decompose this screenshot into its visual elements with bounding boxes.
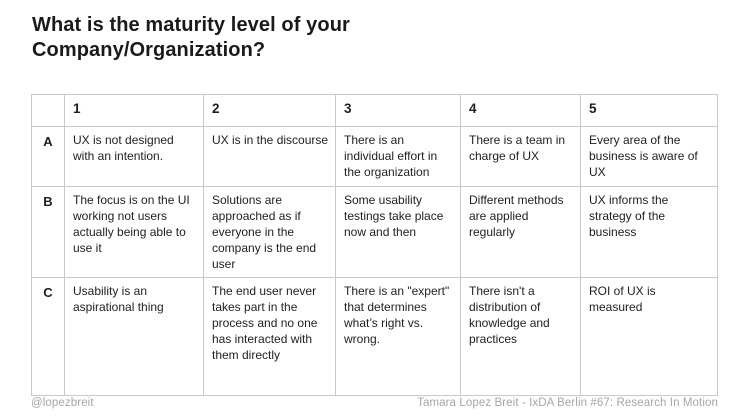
- table-row-a: A UX is not designed with an intention. …: [31, 126, 718, 187]
- table-row-c: C Usability is an aspirational thing The…: [31, 276, 718, 396]
- cell-b2: Solutions are approached as if everyone …: [203, 186, 336, 278]
- column-header-5: 5: [580, 94, 718, 127]
- footer-social-handle: @lopezbreit: [31, 397, 94, 409]
- cell-c4: There isn't a distribution of knowledge …: [460, 276, 581, 396]
- cell-a2: UX is in the discourse: [203, 126, 336, 187]
- cell-a4: There is a team in charge of UX: [460, 126, 581, 187]
- cell-a3: There is an individual effort in the org…: [335, 126, 461, 187]
- cell-c5: ROI of UX is measured: [580, 276, 718, 396]
- column-header-2: 2: [203, 94, 336, 127]
- row-label-b: B: [31, 186, 65, 278]
- slide-title-line-1: What is the maturity level of your: [32, 14, 350, 36]
- cell-a5: Every area of the business is aware of U…: [580, 126, 718, 187]
- cell-b1: The focus is on the UI working not users…: [64, 186, 204, 278]
- cell-b5: UX informs the strategy of the business: [580, 186, 718, 278]
- row-label-c: C: [31, 276, 65, 396]
- column-header-3: 3: [335, 94, 461, 127]
- column-header-4: 4: [460, 94, 581, 127]
- table-header-row: 1 2 3 4 5: [31, 94, 718, 127]
- maturity-table: 1 2 3 4 5 A UX is not designed with an i…: [31, 94, 718, 396]
- slide-title-line-2: Company/Organization?: [32, 39, 266, 61]
- column-header-1: 1: [64, 94, 204, 127]
- cell-b3: Some usability testings take place now a…: [335, 186, 461, 278]
- row-label-a: A: [31, 126, 65, 187]
- cell-c3: There is an "expert" that determines wha…: [335, 276, 461, 396]
- cell-c1: Usability is an aspirational thing: [64, 276, 204, 396]
- slide-footer: @lopezbreit Tamara Lopez Breit - IxDA Be…: [31, 397, 718, 409]
- cell-c2: The end user never takes part in the pro…: [203, 276, 336, 396]
- cell-a1: UX is not designed with an intention.: [64, 126, 204, 187]
- table-corner-cell: [31, 94, 65, 127]
- footer-credit-line: Tamara Lopez Breit - IxDA Berlin #67: Re…: [417, 397, 718, 409]
- table-row-b: B The focus is on the UI working not use…: [31, 186, 718, 278]
- slide-title: What is the maturity level of your Compa…: [32, 13, 350, 63]
- cell-b4: Different methods are applied regularly: [460, 186, 581, 278]
